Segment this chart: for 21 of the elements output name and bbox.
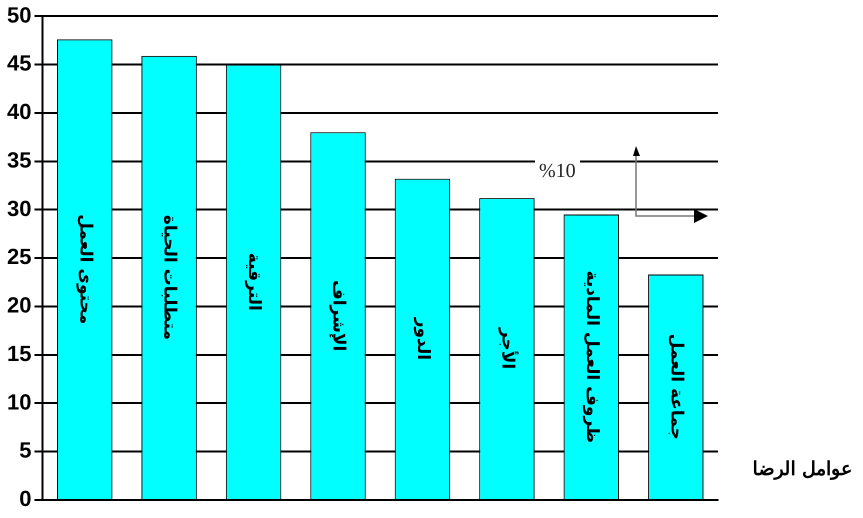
x-tick-label: محتوى العمل [75,214,96,324]
y-tick-label: 0 [19,486,32,512]
x-tick-label: ظروف العمل المادية [582,270,602,444]
y-tick-label: 25 [6,244,32,270]
x-tick-label: جماعة العمل [666,334,686,440]
x-tick-label: الترقية [244,252,264,311]
y-tick-label: 50 [6,2,32,28]
y-tick-label: 40 [6,99,32,124]
y-tick-label: 30 [6,196,32,221]
y-tick-label: 20 [6,292,32,318]
x-tick-label: متطلبات الحياة [160,214,180,340]
x-tick-label: الدور [413,316,434,360]
y-tick-label: 15 [6,340,32,366]
y-tick-label: 45 [6,50,32,76]
y-tick-label: 5 [19,438,32,463]
x-tick-label: الأجر [497,326,520,370]
y-tick-label: 35 [6,147,32,172]
x-tick-label: الإشراف [328,280,349,352]
x-axis-title: عوامل الرضا [752,458,852,480]
y-tick-label: 10 [6,389,32,414]
annotation: %10 [535,160,580,183]
